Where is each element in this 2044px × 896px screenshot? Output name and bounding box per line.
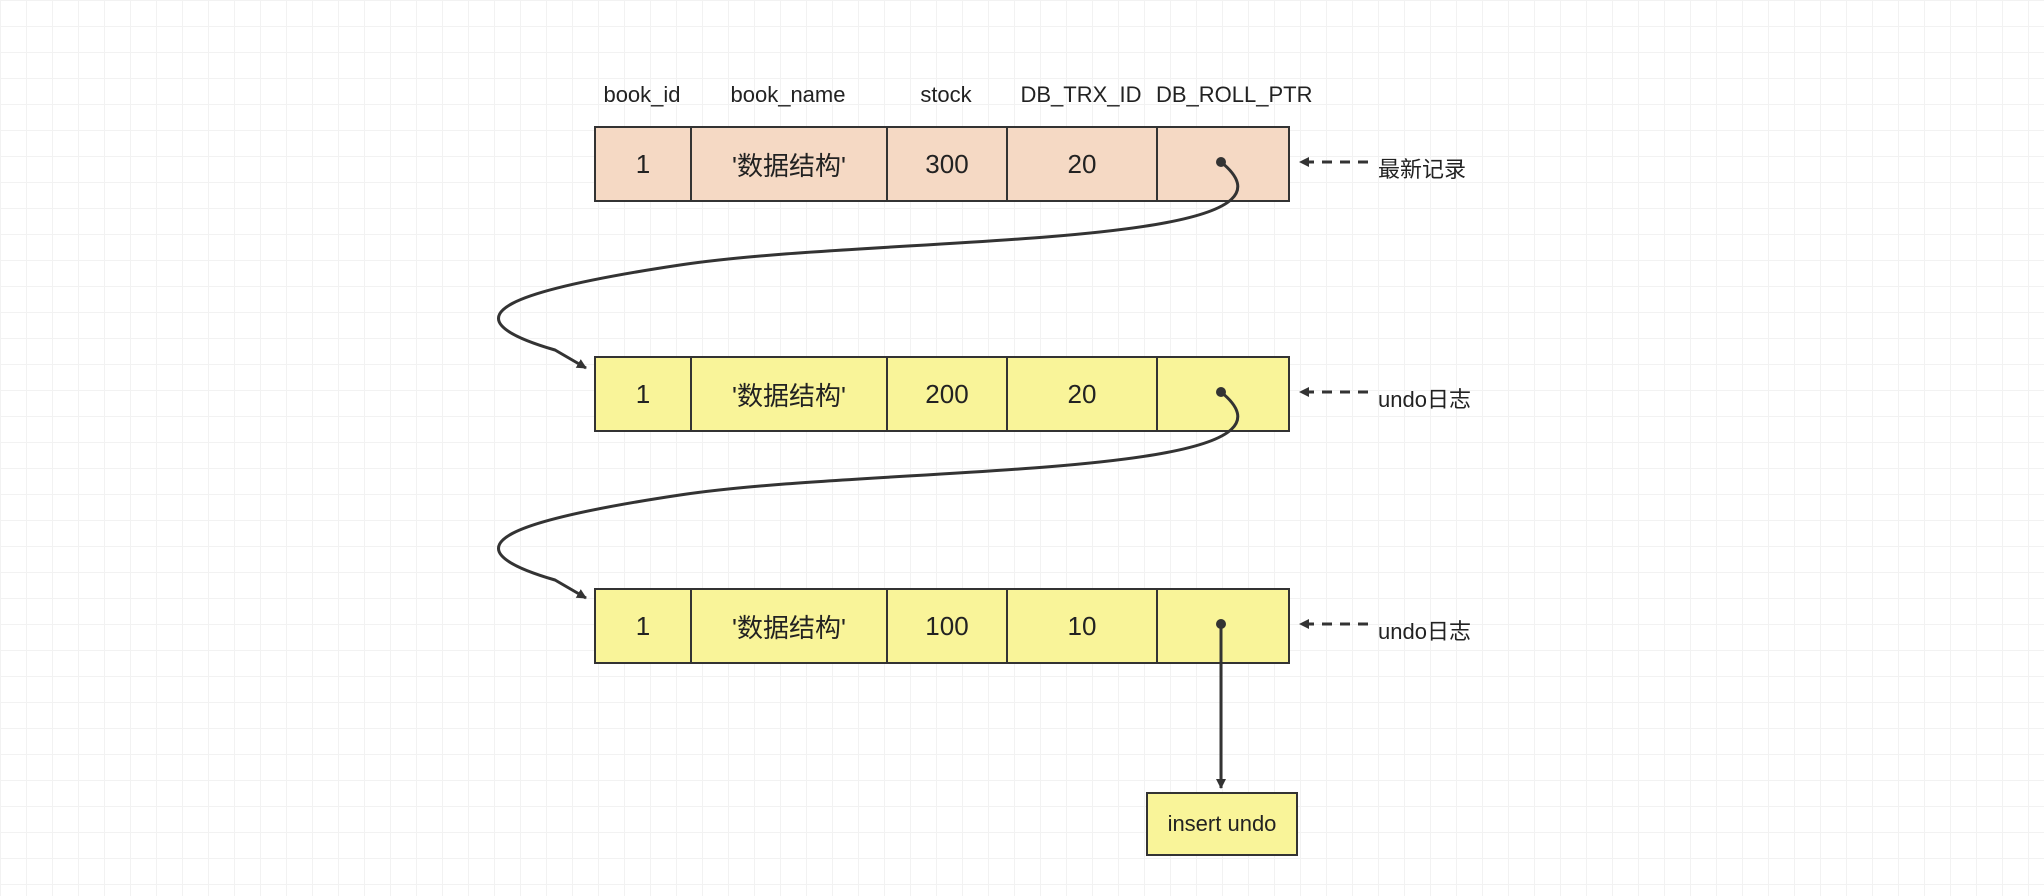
cell-db-roll-ptr <box>1158 590 1288 662</box>
cell-db-trx-id: 20 <box>1008 358 1158 430</box>
col-header-book-id: book_id <box>594 82 690 108</box>
row-label-undo-1: undo日志 <box>1378 382 1471 414</box>
cell-book-id: 1 <box>596 358 692 430</box>
record-row-latest: 1 '数据结构' 300 20 <box>594 126 1290 202</box>
cell-book-id: 1 <box>596 590 692 662</box>
cell-db-roll-ptr <box>1158 358 1288 430</box>
cell-stock: 200 <box>888 358 1008 430</box>
row-label-undo-2: undo日志 <box>1378 614 1471 646</box>
record-row-undo-2: 1 '数据结构' 100 10 <box>594 588 1290 664</box>
cell-db-trx-id: 10 <box>1008 590 1158 662</box>
col-header-db-trx-id: DB_TRX_ID <box>1006 82 1156 108</box>
col-header-stock: stock <box>886 82 1006 108</box>
cell-book-name: '数据结构' <box>692 128 888 200</box>
col-header-db-roll-ptr: DB_ROLL_PTR <box>1156 82 1286 108</box>
cell-stock: 300 <box>888 128 1008 200</box>
cell-book-name: '数据结构' <box>692 590 888 662</box>
cell-stock: 100 <box>888 590 1008 662</box>
cell-book-id: 1 <box>596 128 692 200</box>
cell-db-trx-id: 20 <box>1008 128 1158 200</box>
row-label-latest: 最新记录 <box>1378 152 1466 184</box>
cell-db-roll-ptr <box>1158 128 1288 200</box>
cell-book-name: '数据结构' <box>692 358 888 430</box>
record-row-undo-1: 1 '数据结构' 200 20 <box>594 356 1290 432</box>
insert-undo-box: insert undo <box>1146 792 1298 856</box>
col-header-book-name: book_name <box>690 82 886 108</box>
